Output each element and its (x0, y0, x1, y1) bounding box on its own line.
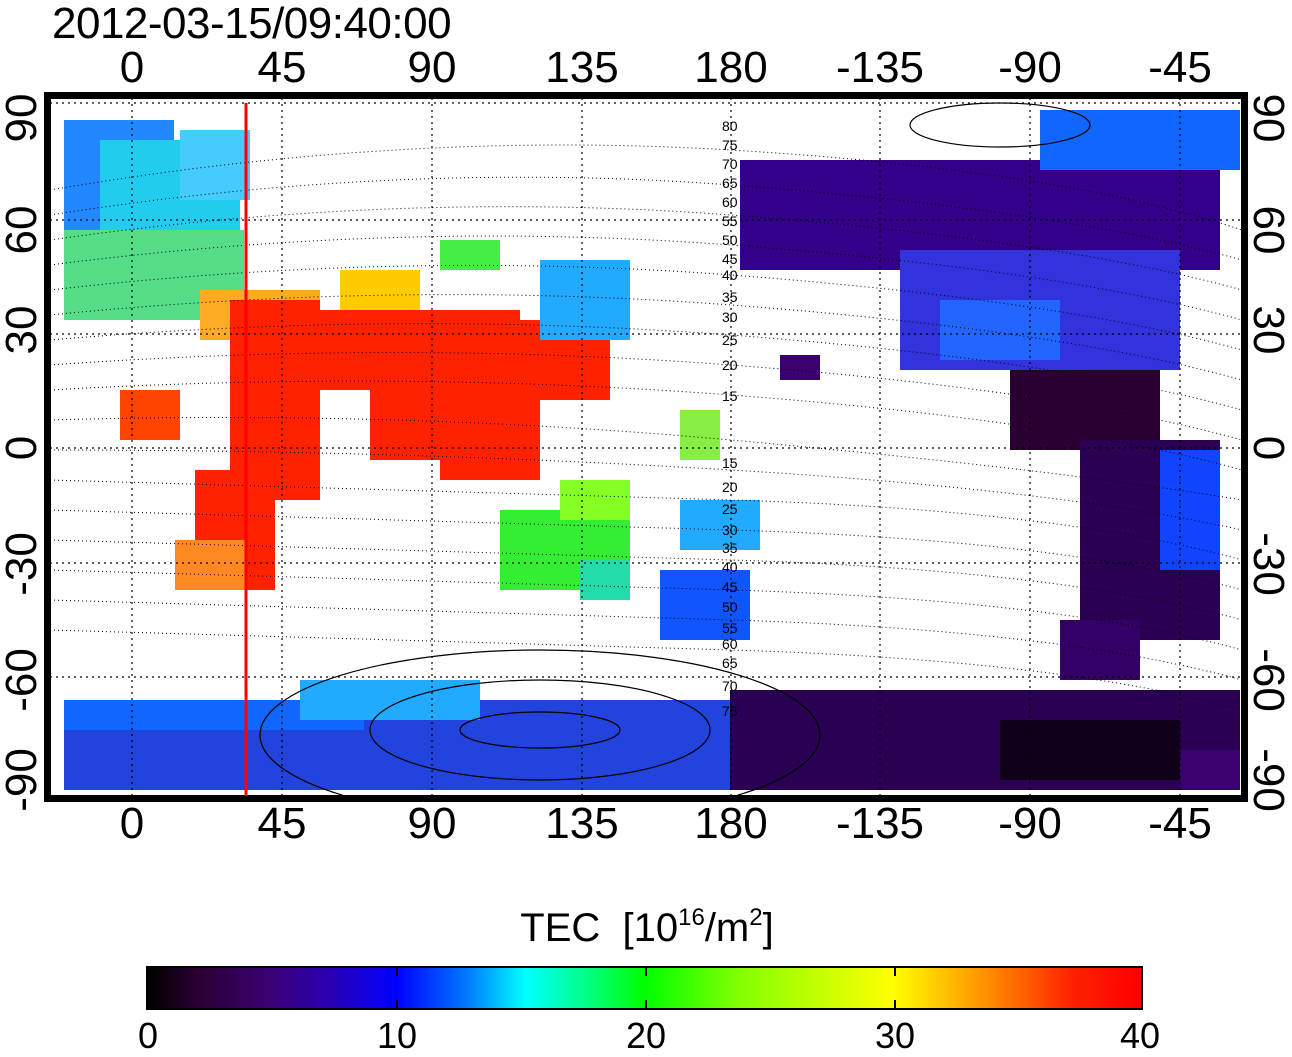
dip-label: 20 (722, 479, 738, 495)
dip-label: 40 (722, 267, 738, 283)
colorbar-units-suffix: ] (762, 906, 774, 950)
dip-label: 45 (722, 579, 738, 595)
colorbar-tick (645, 966, 647, 976)
colorbar-units-mid: /m (704, 906, 750, 950)
lon-label-top: -135 (835, 43, 925, 92)
colorbar-label: 0 (137, 1015, 159, 1056)
dip-labels: 80 75 70 65 60 55 50 45 40 35 30 25 20 1… (722, 118, 738, 719)
colorbar-units-exp2: 2 (749, 904, 763, 931)
dip-label: 30 (722, 309, 738, 325)
dip-label: 35 (722, 540, 738, 556)
dip-label: 55 (722, 620, 738, 636)
colorbar-label: 30 (874, 1015, 916, 1056)
dip-label: 50 (722, 232, 738, 248)
dip-label: 60 (722, 636, 738, 652)
lon-label-top: -90 (998, 43, 1062, 92)
lon-label-bottom: 0 (119, 799, 145, 848)
dip-label: 20 (722, 357, 738, 373)
lon-label-bottom: 135 (545, 799, 619, 848)
lon-label-top: 135 (545, 43, 619, 92)
colorbar-tick (894, 1000, 896, 1010)
colorbar-tick (894, 966, 896, 976)
lon-label-top: 45 (257, 43, 307, 92)
colorbar-units-exp1: 16 (678, 904, 705, 931)
colorbar-title: TEC [1016/m2] (520, 904, 774, 951)
lon-label-bottom: -90 (998, 799, 1062, 848)
dip-label: 15 (722, 455, 738, 471)
dip-label: 45 (722, 251, 738, 267)
frame-bar-right (1242, 92, 1248, 802)
tec-patches (64, 110, 1240, 790)
dip-label: 50 (722, 599, 738, 615)
dip-label: 30 (722, 522, 738, 538)
lon-label-bottom: -45 (1148, 799, 1212, 848)
dip-label: 70 (722, 678, 738, 694)
colorbar-tick (396, 966, 398, 976)
frame-bar-left (44, 92, 50, 802)
dip-contours (50, 144, 1242, 711)
dip-label: 55 (722, 213, 738, 229)
lon-label-bottom: 90 (407, 799, 457, 848)
lon-label-top: 90 (407, 43, 457, 92)
colorbar-label: 10 (376, 1015, 418, 1056)
colorbar-tick (396, 1000, 398, 1010)
lon-label-top: -45 (1148, 43, 1212, 92)
colorbar-units-prefix: [10 (622, 906, 679, 950)
graticule (50, 98, 1242, 796)
dip-label: 40 (722, 559, 738, 575)
dip-label: 65 (722, 655, 738, 671)
lon-label-top: 0 (119, 43, 145, 92)
dip-label: 25 (722, 501, 738, 517)
timestamp-title: 2012-03-15/09:40:00 (52, 0, 452, 48)
colorbar-tick (645, 1000, 647, 1010)
dip-label: 60 (722, 194, 738, 210)
colorbar-label: 40 (1119, 1015, 1161, 1056)
lon-label-bottom: 180 (694, 799, 768, 848)
colorbar-title-text: TEC (520, 906, 601, 950)
frame-bar-bottom (50, 796, 1242, 802)
dip-label: 15 (722, 388, 738, 404)
dip-label: 70 (722, 156, 738, 172)
dip-label: 25 (722, 332, 738, 348)
frame-bar-top (50, 92, 1242, 98)
colorbar-label: 20 (625, 1015, 667, 1056)
dip-label: 65 (722, 175, 738, 191)
lon-label-bottom: -135 (835, 799, 925, 848)
colorbar (146, 966, 1143, 1010)
polar-contours (259, 102, 1091, 796)
lon-label-bottom: 45 (257, 799, 307, 848)
lon-label-top: 180 (694, 43, 768, 92)
dip-label: 35 (722, 289, 738, 305)
dip-label: 75 (722, 703, 738, 719)
dip-label: 80 (722, 118, 738, 134)
dip-label: 75 (722, 137, 738, 153)
